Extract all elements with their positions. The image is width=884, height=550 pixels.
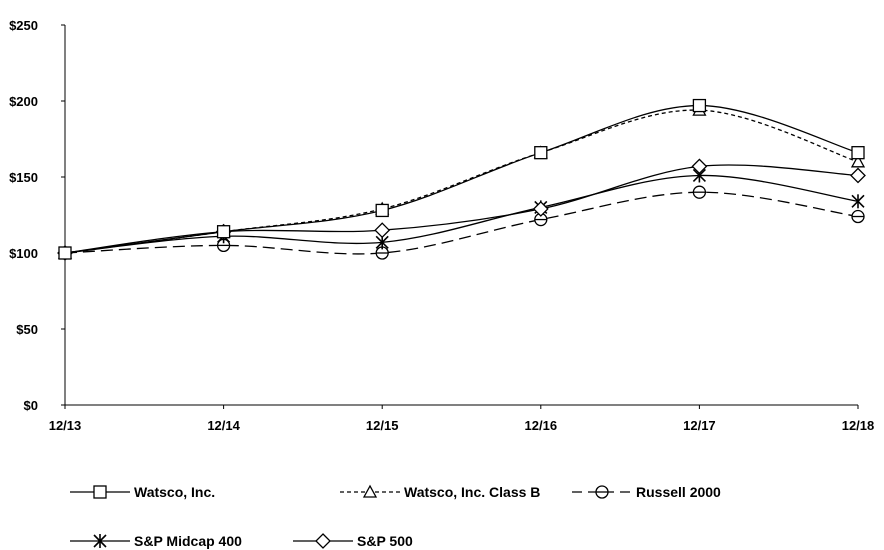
legend-marker-sandp-midcap-400 <box>93 534 107 548</box>
legend-item-russell-2000: Russell 2000 <box>572 484 721 500</box>
data-point-russell-2000 <box>216 238 231 253</box>
y-tick-label: $0 <box>24 398 38 413</box>
data-point-watsco-inc <box>851 146 865 160</box>
x-tick-label: 12/13 <box>49 418 82 433</box>
x-tick-label: 12/17 <box>683 418 716 433</box>
chart-legend: Watsco, Inc. Watsco, Inc. Class B Russell … <box>70 484 721 549</box>
legend-label-watsco-inc: Watsco, Inc. <box>134 484 215 500</box>
series-line-sandp-midcap-400 <box>64 174 859 254</box>
series-line-sandp-500 <box>64 164 859 254</box>
x-tick-label: 12/15 <box>366 418 399 433</box>
x-tick-label: 12/14 <box>207 418 240 433</box>
data-point-watsco-inc <box>692 98 707 113</box>
chart-axes: $0 $50 $100 $150 $200 $250 12/13 12/14 12/15 12/1… <box>9 18 874 433</box>
data-point-watsco-inc <box>534 146 548 160</box>
data-point-watsco-inc <box>58 246 72 260</box>
series-line-watsco-inc <box>64 104 859 254</box>
series-line-watsco-inc-class-b <box>64 109 859 254</box>
data-point-watsco-inc-class-b <box>850 154 866 168</box>
data-point-russell-2000 <box>692 185 707 199</box>
y-tick-label: $150 <box>9 170 38 185</box>
data-point-sandp-500 <box>532 201 549 217</box>
y-tick-label: $250 <box>9 18 38 33</box>
data-point-russell-2000 <box>851 209 865 224</box>
data-point-sandp-500 <box>374 222 391 239</box>
series-sandp-500 <box>57 158 866 261</box>
legend-marker-watsco-inc <box>93 485 107 499</box>
x-tick-label: 12/18 <box>842 418 875 433</box>
legend-marker-watsco-inc-class-b <box>362 484 378 498</box>
series-line-russell-2000 <box>64 191 859 255</box>
y-tick-label: $200 <box>9 94 38 109</box>
legend-label-russell-2000: Russell 2000 <box>636 484 721 500</box>
x-tick-label: 12/16 <box>525 418 558 433</box>
data-point-sandp-500 <box>691 158 708 175</box>
y-tick-label: $100 <box>9 246 38 261</box>
legend-item-sandp-midcap-400: S&P Midcap 400 <box>70 533 242 549</box>
data-point-sandp-midcap-400 <box>851 194 865 209</box>
legend-item-watsco-inc-class-b: Watsco, Inc. Class B <box>340 484 540 500</box>
y-tick-label: $50 <box>16 322 38 337</box>
data-point-watsco-inc <box>375 203 389 218</box>
legend-label-sandp-500: S&P 500 <box>357 533 413 549</box>
chart-series <box>57 98 866 261</box>
legend-item-sandp-500: S&P 500 <box>293 533 413 549</box>
series-watsco-inc-class-b <box>57 102 866 259</box>
legend-label-watsco-inc-class-b: Watsco, Inc. Class B <box>404 484 540 500</box>
data-point-sandp-500 <box>850 167 866 184</box>
data-point-watsco-inc <box>216 225 231 239</box>
legend-label-sandp-midcap-400: S&P Midcap 400 <box>134 533 242 549</box>
series-watsco-inc <box>58 98 865 260</box>
legend-item-watsco-inc: Watsco, Inc. <box>70 484 215 500</box>
legend-marker-sandp-500 <box>315 533 331 549</box>
legend-marker-russell-2000 <box>595 485 609 499</box>
